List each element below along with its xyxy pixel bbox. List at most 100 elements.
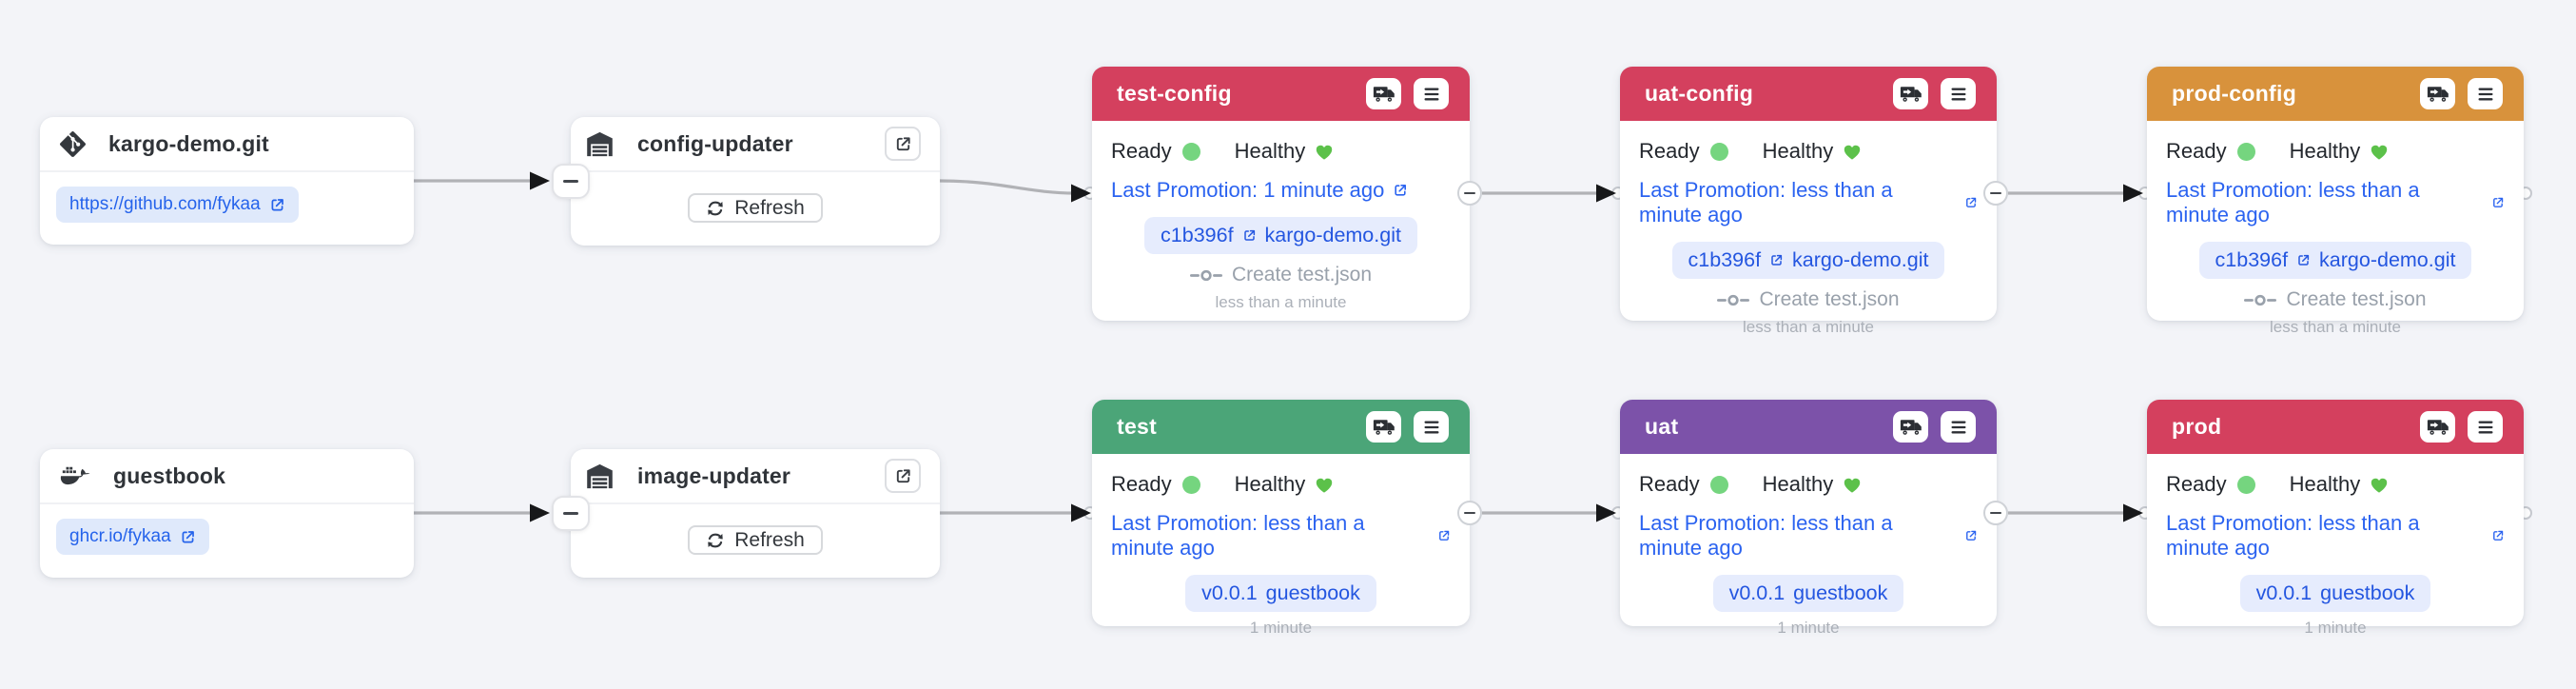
- collapse-handle-test-config[interactable]: [1457, 181, 1482, 206]
- freight-badge[interactable]: v0.0.1 guestbook: [1712, 575, 1904, 612]
- ready-label: Ready: [1639, 472, 1700, 496]
- stage-title: uat: [1645, 414, 1679, 439]
- healthy-label: Healthy: [1762, 139, 1834, 163]
- freight-age: 1 minute: [1777, 619, 1840, 637]
- freight-age: less than a minute: [1743, 318, 1874, 336]
- stage-header: uat: [1620, 400, 1997, 454]
- freight-id: c1b396f: [1688, 248, 1762, 271]
- step-label: Create test.json: [2286, 288, 2427, 310]
- ready-label: Ready: [2166, 139, 2227, 163]
- menu-icon: [1421, 85, 1442, 104]
- collapse-handle-uat-config[interactable]: [1983, 181, 2008, 206]
- warehouse-icon: [585, 463, 615, 490]
- stage-menu-button[interactable]: [1941, 78, 1976, 109]
- open-warehouse-button[interactable]: [885, 127, 921, 161]
- freight-origin: guestbook: [1793, 581, 1888, 604]
- refresh-label: Refresh: [734, 196, 805, 219]
- minus-icon: [1990, 511, 2001, 515]
- repo-url-badge[interactable]: https://github.com/fykaa: [56, 187, 299, 223]
- ready-label: Ready: [1111, 139, 1172, 163]
- stage-header: test: [1092, 400, 1470, 454]
- stage-header: uat-config: [1620, 67, 1997, 121]
- collapse-handle-image-updater[interactable]: [552, 496, 590, 531]
- repo-url-badge[interactable]: ghcr.io/fykaa: [56, 519, 209, 555]
- freight-origin: guestbook: [1265, 581, 1360, 604]
- menu-icon: [2475, 418, 2496, 437]
- external-link-icon: [2491, 195, 2505, 210]
- promote-button[interactable]: [2420, 411, 2455, 443]
- warehouse-node-config-updater[interactable]: config-updater Refresh: [571, 117, 940, 246]
- last-promotion-link[interactable]: Last Promotion: less than a minute ago: [1639, 178, 1978, 227]
- promote-button[interactable]: [1893, 78, 1928, 109]
- repo-url-text: ghcr.io/fykaa: [69, 526, 171, 546]
- stage-menu-button[interactable]: [2468, 78, 2503, 109]
- freight-age: less than a minute: [1215, 293, 1347, 311]
- freight-badge[interactable]: c1b396f kargo-demo.git: [1671, 242, 1945, 279]
- promotion-step: Create test.json: [2244, 288, 2427, 311]
- stage-title: prod: [2172, 414, 2222, 439]
- ready-status-dot: [2236, 475, 2255, 494]
- repo-node-kargo-demo[interactable]: kargo-demo.git https://github.com/fykaa: [40, 117, 414, 245]
- health-heart-icon: [2369, 475, 2390, 495]
- freight-badge[interactable]: v0.0.1 guestbook: [2239, 575, 2431, 612]
- promote-button[interactable]: [2420, 78, 2455, 109]
- healthy-label: Healthy: [2289, 139, 2361, 163]
- stage-node-prod-config[interactable]: prod-config Ready Healthy Last Promotion…: [2147, 67, 2524, 336]
- freight-id: v0.0.1: [1201, 581, 1258, 604]
- minus-icon: [1464, 191, 1475, 195]
- warehouse-node-header: config-updater: [571, 117, 940, 172]
- last-promotion-link[interactable]: Last Promotion: less than a minute ago: [2166, 511, 2505, 561]
- freight-badge[interactable]: v0.0.1 guestbook: [1185, 575, 1376, 612]
- warehouse-node-image-updater[interactable]: image-updater Refresh: [571, 449, 940, 578]
- promotion-step: Create test.json: [1190, 264, 1372, 286]
- stage-title: test: [1117, 414, 1158, 439]
- stage-menu-button[interactable]: [1941, 411, 1976, 443]
- last-promotion-link[interactable]: Last Promotion: less than a minute ago: [1111, 511, 1451, 561]
- stage-node-uat-config[interactable]: uat-config Ready Healthy Last Promotion:…: [1620, 67, 1997, 336]
- stage-node-test[interactable]: test Ready Healthy Last Promotion: less …: [1092, 400, 1470, 637]
- collapse-handle-config-updater[interactable]: [552, 164, 590, 199]
- last-promotion-text: Last Promotion: less than a minute ago: [1639, 178, 1893, 226]
- healthy-label: Healthy: [2289, 472, 2361, 496]
- stage-node-uat[interactable]: uat Ready Healthy Last Promotion: less t…: [1620, 400, 1997, 637]
- minus-icon: [563, 512, 578, 515]
- freight-badge[interactable]: c1b396f kargo-demo.git: [2198, 242, 2472, 279]
- health-heart-icon: [1314, 142, 1335, 162]
- stage-menu-button[interactable]: [1414, 411, 1449, 443]
- ready-label: Ready: [2166, 472, 2227, 496]
- truck-icon: [1373, 418, 1395, 437]
- stage-menu-button[interactable]: [1414, 78, 1449, 109]
- step-label: Create test.json: [1759, 288, 1900, 310]
- stage-node-test-config[interactable]: test-config Ready Healthy Last Promotion…: [1092, 67, 1470, 321]
- commit-icon: [1190, 268, 1222, 283]
- repo-node-guestbook[interactable]: guestbook ghcr.io/fykaa: [40, 449, 414, 578]
- last-promotion-link[interactable]: Last Promotion: less than a minute ago: [2166, 178, 2505, 227]
- refresh-button[interactable]: Refresh: [688, 193, 823, 223]
- collapse-handle-uat[interactable]: [1983, 501, 2008, 525]
- open-warehouse-button[interactable]: [885, 459, 921, 493]
- repo-title: kargo-demo.git: [108, 130, 269, 156]
- commit-icon: [2244, 293, 2276, 307]
- external-link-icon: [1964, 195, 1978, 210]
- health-heart-icon: [1314, 475, 1335, 495]
- healthy-label: Healthy: [1762, 472, 1834, 496]
- stage-node-prod[interactable]: prod Ready Healthy Last Promotion: less …: [2147, 400, 2524, 637]
- last-promotion-text: Last Promotion: less than a minute ago: [1111, 511, 1365, 560]
- promote-button[interactable]: [1366, 78, 1401, 109]
- freight-badge[interactable]: c1b396f kargo-demo.git: [1144, 217, 1417, 254]
- ready-status-dot: [2236, 142, 2255, 161]
- collapse-handle-test[interactable]: [1457, 501, 1482, 525]
- ready-status-dot: [1181, 142, 1200, 161]
- stage-menu-button[interactable]: [2468, 411, 2503, 443]
- last-promotion-text: Last Promotion: less than a minute ago: [2166, 178, 2420, 226]
- last-promotion-link[interactable]: Last Promotion: 1 minute ago: [1111, 178, 1451, 203]
- warehouse-icon: [585, 130, 615, 158]
- refresh-button[interactable]: Refresh: [688, 525, 823, 555]
- promote-button[interactable]: [1893, 411, 1928, 443]
- last-promotion-link[interactable]: Last Promotion: less than a minute ago: [1639, 511, 1978, 561]
- freight-origin: kargo-demo.git: [1792, 248, 1929, 271]
- promote-button[interactable]: [1366, 411, 1401, 443]
- freight-age: 1 minute: [2304, 619, 2367, 637]
- stage-title: prod-config: [2172, 81, 2297, 106]
